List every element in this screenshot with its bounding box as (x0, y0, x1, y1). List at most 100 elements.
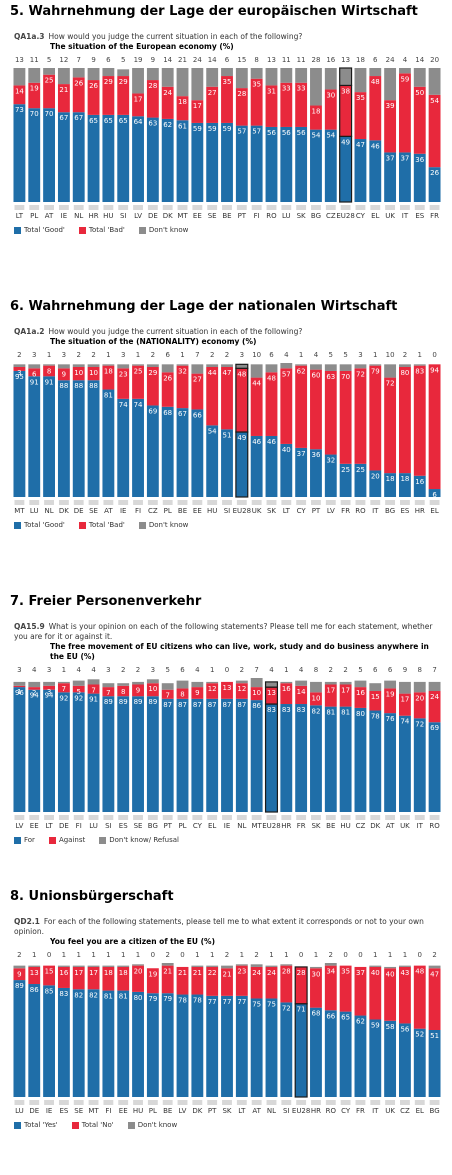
flag (296, 1100, 307, 1105)
flag (281, 815, 292, 820)
x-tick-label: UK (385, 212, 395, 220)
bar-segment (161, 963, 174, 966)
data-label: 2 (225, 951, 229, 959)
x-tick-label: EE (193, 212, 202, 220)
bar-segment (13, 68, 26, 86)
bar-segment (280, 368, 293, 444)
bar-segment (87, 693, 100, 812)
bar-segment (146, 117, 159, 202)
data-label: 64 (134, 118, 143, 126)
flag (414, 500, 425, 505)
flag (29, 500, 40, 505)
x-tick-label: NL (44, 507, 53, 515)
bar-segment (250, 998, 263, 1097)
data-label: 28 (148, 82, 157, 90)
bar-segment (354, 92, 367, 140)
data-label: 1 (403, 951, 407, 959)
data-label: 3 (240, 351, 244, 359)
bar-segment (117, 368, 130, 399)
flag (88, 205, 99, 210)
data-label: 3 (121, 351, 125, 359)
data-label: 88 (74, 382, 83, 390)
flag (103, 500, 114, 505)
flag (44, 500, 54, 505)
legend-swatch (48, 836, 56, 844)
bar-segment (221, 429, 233, 497)
x-tick-label: CY (297, 507, 307, 515)
bar-segment (369, 140, 382, 202)
bar-segment (399, 364, 411, 367)
data-label: 4 (195, 666, 200, 674)
flag (58, 205, 69, 210)
data-label: 89 (134, 698, 143, 706)
bar-segment (235, 88, 248, 126)
data-label: 6 (373, 56, 378, 64)
bar-segment (176, 680, 189, 689)
data-label: 51 (223, 431, 232, 439)
bar-segment (399, 366, 411, 474)
bar-segment (235, 698, 248, 812)
bar-segment (13, 968, 26, 981)
bar-segment (132, 991, 144, 1097)
bar-segment (265, 126, 278, 202)
bar-segment (324, 89, 337, 130)
x-tick-label: EL (371, 212, 379, 220)
legend-label: Total 'Bad' (88, 226, 125, 234)
legend-swatch (14, 226, 21, 234)
data-label: 87 (208, 701, 217, 709)
x-tick-label: MT (251, 822, 262, 830)
legend-label: Total 'Good' (24, 521, 65, 529)
flag (58, 1100, 69, 1105)
bar-segment (221, 995, 233, 1097)
data-label: 2 (210, 351, 214, 359)
data-label: 65 (341, 1014, 350, 1022)
flag (414, 205, 425, 210)
bar-segment (87, 965, 100, 967)
flag (147, 500, 158, 505)
data-label: 8 (47, 368, 51, 376)
data-label: 38 (341, 87, 350, 95)
bar-segment (250, 700, 263, 812)
data-label: 32 (326, 457, 335, 465)
bar-segment (87, 366, 100, 381)
data-label: 83 (282, 706, 291, 714)
data-label: 29 (119, 78, 128, 86)
bar-segment (428, 489, 441, 497)
bar-segment (132, 965, 144, 992)
bar-segment (265, 85, 278, 127)
data-label: 11 (297, 56, 306, 64)
bar-segment (428, 94, 441, 168)
bar-segment (102, 683, 115, 688)
bar-segment (294, 1003, 308, 1098)
data-label: 3 (62, 351, 66, 359)
x-tick-label: RO (326, 1107, 337, 1115)
data-label: 30 (326, 91, 335, 99)
data-label: 88 (89, 382, 98, 390)
flag (192, 1100, 203, 1105)
data-label: 16 (59, 969, 68, 977)
flag (400, 500, 410, 505)
bar-segment (146, 993, 159, 1097)
bar-segment (413, 153, 426, 202)
data-label: 33 (282, 85, 291, 93)
x-tick-label: CZ (356, 822, 366, 830)
data-label: 0 (180, 951, 184, 959)
flag (44, 1100, 54, 1105)
bar-segment (250, 125, 263, 202)
bar-segment (161, 68, 174, 87)
data-label: 18 (312, 108, 321, 116)
bar-segment (354, 463, 367, 497)
data-label: 1 (106, 351, 110, 359)
flag (400, 1100, 410, 1105)
bar-segment (13, 104, 26, 202)
data-label: 74 (400, 718, 409, 726)
data-label: 8 (314, 666, 318, 674)
data-label: 5 (343, 351, 347, 359)
question: QA1a.2 How would you judge the current si… (0, 321, 452, 337)
data-label: 13 (30, 969, 39, 977)
data-label: 2 (343, 666, 347, 674)
bar-segment (146, 405, 159, 497)
data-label: 9 (62, 370, 66, 378)
data-label: 9 (17, 970, 21, 978)
